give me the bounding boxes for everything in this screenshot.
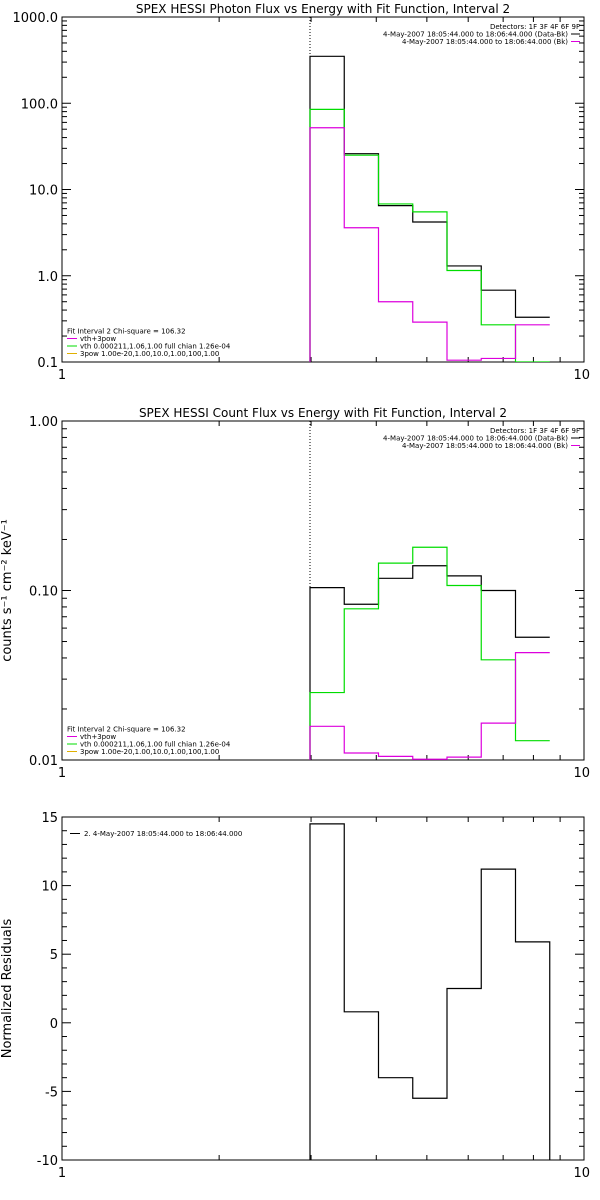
y-axis-label: counts s⁻¹ cm⁻² keV⁻¹ — [0, 519, 15, 662]
y-tick-label: 0.10 — [29, 585, 58, 600]
chart-panel-3: -10 -5 0 5 10 15 1 10 Normalized Residuals 2. 4-M… — [0, 811, 590, 1181]
y-tick-label: 15 — [41, 811, 58, 826]
y-tick-label: 1.0 — [37, 270, 58, 285]
y-tick-label: 5 — [50, 948, 58, 963]
y-tick-label: -10 — [37, 1154, 58, 1169]
y-tick-label: 0.1 — [37, 356, 58, 371]
legend-bottom-entry: Fit Interval 2 Chi-square = 106.32 — [67, 726, 186, 734]
series-line-3 — [309, 652, 550, 760]
legend-top-entry: 4-May-2007 18:05:44.000 to 18:06:44.000 … — [402, 38, 568, 46]
legend-top-entry: 4-May-2007 18:05:44.000 to 18:06:44.000 … — [383, 31, 568, 39]
legend-top-entry: Detectors: 1F 3F 4F 6F 9F — [490, 427, 580, 435]
legend-top-entry: Detectors: 1F 3F 4F 6F 9F — [490, 23, 580, 31]
chart-title: SPEX HESSI Count Flux vs Energy with Fit… — [139, 406, 507, 420]
y-tick-label: 0 — [50, 1017, 58, 1032]
x-tick-label: 10 — [573, 1166, 590, 1181]
legend-bottom-entry: vth 0.000211,1.06,1.00 full chian 1.26e-… — [80, 741, 231, 749]
series-line-1 — [309, 55, 550, 362]
chart-title: SPEX HESSI Photon Flux vs Energy with Fi… — [136, 2, 510, 16]
legend-bottom-entry: 3pow 1.00e-20,1.00,10.0,1.00,100,1.00 — [80, 350, 219, 358]
series-line-2 — [309, 108, 550, 362]
y-tick-label: 1.00 — [29, 415, 58, 430]
y-tick-label: 1000.0 — [13, 11, 59, 26]
legend-bottom-entry: Fit Interval 2 Chi-square = 106.32 — [67, 328, 186, 336]
legend-bottom-entry: vth+3pow — [80, 733, 116, 741]
legend-bottom-entry: vth+3pow — [80, 335, 116, 343]
y-tick-label: 0.01 — [29, 754, 58, 769]
legend-top-entry: 4-May-2007 18:05:44.000 to 18:06:44.000 … — [402, 442, 568, 450]
series-line-1 — [309, 823, 551, 1160]
plot-frame — [61, 16, 585, 363]
series-line-2 — [309, 546, 550, 760]
x-tick-label: 10 — [573, 368, 590, 383]
y-tick-label: 10.0 — [29, 184, 58, 199]
x-tick-label: 1 — [58, 766, 66, 781]
y-tick-label: 100.0 — [21, 97, 58, 112]
plot-frame — [61, 816, 585, 1161]
x-tick-label: 1 — [58, 1166, 66, 1181]
chart-panel-2: SPEX HESSI Count Flux vs Energy with Fit… — [0, 406, 590, 781]
legend-bottom-entry: 3pow 1.00e-20,1.00,10.0,1.00,100,1.00 — [80, 748, 219, 756]
y-tick-label: -5 — [45, 1085, 58, 1100]
series-line-3 — [309, 127, 550, 362]
x-tick-label: 10 — [573, 766, 590, 781]
legend-top-entry: 2. 4-May-2007 18:05:44.000 to 18:06:44.0… — [84, 830, 242, 838]
chart-panel-1: SPEX HESSI Photon Flux vs Energy with Fi… — [13, 2, 591, 383]
legend-bottom-entry: vth 0.000211,1.06,1.00 full chian 1.26e-… — [80, 343, 231, 351]
x-tick-label: 1 — [58, 368, 66, 383]
legend-top-entry: 4-May-2007 18:05:44.000 to 18:06:44.000 … — [383, 435, 568, 443]
y-axis-label: Normalized Residuals — [0, 919, 15, 1059]
series-line-1 — [309, 565, 550, 760]
y-tick-label: 10 — [41, 880, 58, 895]
